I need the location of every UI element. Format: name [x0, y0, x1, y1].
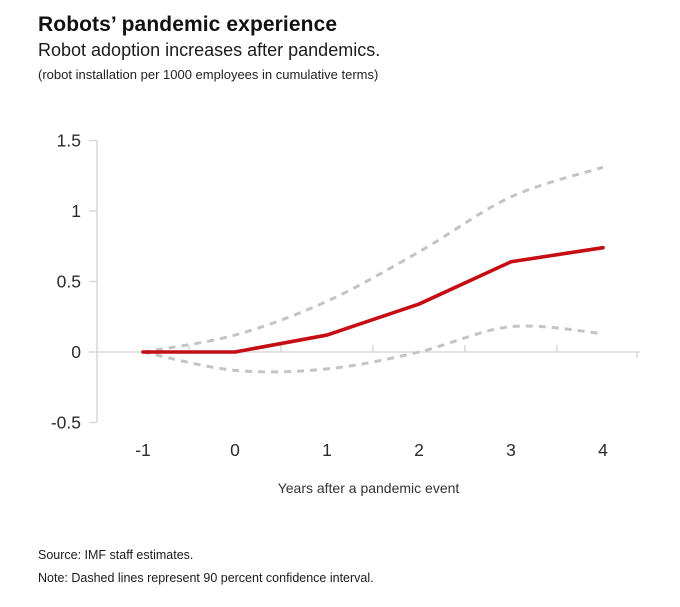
point-estimate-line	[141, 245, 605, 354]
chart-footer: Source: IMF staff estimates. Note: Dashe…	[38, 544, 638, 589]
note-line: Note: Dashed lines represent 90 percent …	[38, 570, 374, 585]
chart-title: Robots’ pandemic experience	[38, 13, 338, 36]
y-tick-label: 0	[71, 342, 81, 362]
x-tick-label: 0	[230, 440, 240, 460]
y-tick-label: 0.5	[57, 272, 81, 292]
upper-confidence-line	[142, 165, 604, 354]
y-tick-label: -0.5	[51, 413, 81, 433]
x-axis-title: Years after a pandemic event	[278, 480, 460, 496]
chart-area: 1.5 1 0.5 0 -0.5 -1 0 1 2 3 4 Years after a pandemi…	[51, 131, 640, 496]
y-tick-label: 1	[71, 201, 81, 221]
x-tick-label: 4	[598, 440, 608, 460]
lower-confidence-line	[142, 324, 604, 374]
x-tick-label: 1	[322, 440, 332, 460]
chart-subtitle: Robot adoption increases after pandemics…	[38, 40, 381, 61]
x-tick-label: 2	[414, 440, 424, 460]
source-line: Source: IMF staff estimates.	[38, 548, 194, 562]
y-tick-label: 1.5	[57, 131, 81, 151]
x-tick-label: -1	[135, 440, 151, 460]
x-tick-label: 3	[506, 440, 516, 460]
chart-canvas: 1.5 1 0.5 0 -0.5 -1 0 1 2 3 4 Years after a pandemi…	[51, 131, 640, 496]
chart-header: Robots’ pandemic experience Robot adopti…	[38, 12, 638, 82]
chart-unit-note: (robot installation per 1000 employees i…	[38, 66, 379, 82]
